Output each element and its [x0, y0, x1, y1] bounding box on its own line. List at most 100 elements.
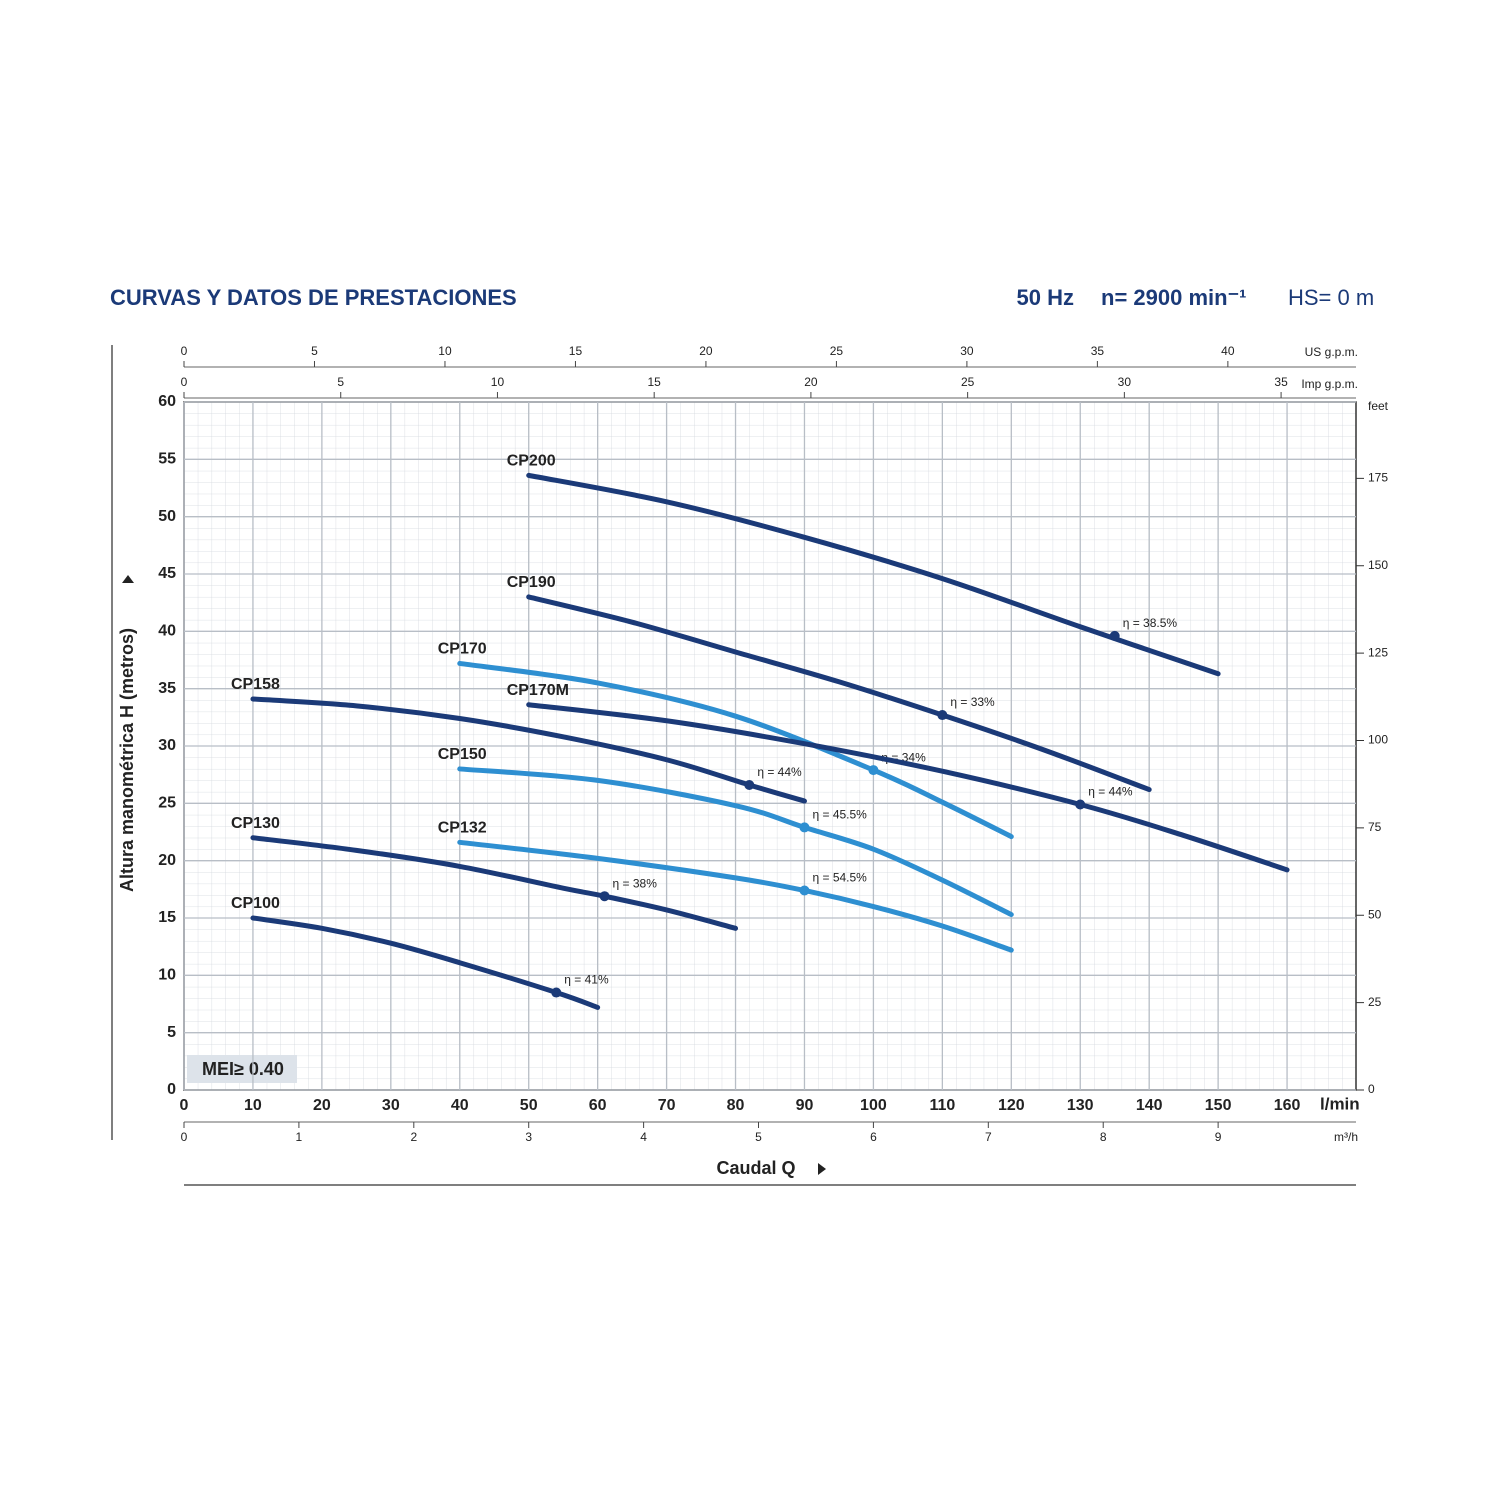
x2-tick-label: 3	[525, 1130, 532, 1144]
x-top-imp-tick-label: 15	[647, 375, 661, 389]
x-tick-label: 30	[382, 1097, 400, 1114]
x-tick-label: 10	[244, 1097, 262, 1114]
efficiency-label: η = 44%	[757, 765, 802, 779]
x-tick-label: 150	[1205, 1097, 1232, 1114]
pump-curve	[250, 835, 739, 931]
y2-tick-label: 50	[1368, 907, 1382, 921]
curve-label: CP100	[231, 895, 280, 912]
suction-head: HS= 0 m	[1288, 285, 1374, 310]
x-top-imp-tick-label: 0	[181, 375, 188, 389]
x-tick-label: 120	[998, 1097, 1025, 1114]
y-tick-label: 25	[158, 795, 176, 812]
efficiency-point	[551, 987, 562, 998]
efficiency-point	[599, 891, 610, 902]
y-tick-label: 30	[158, 737, 176, 754]
y-tick-label: 55	[158, 451, 176, 468]
x-top-us-tick-label: 5	[311, 344, 318, 358]
x-top-us-tick-label: 15	[569, 344, 583, 358]
x2-tick-label: 4	[640, 1130, 647, 1144]
curve-label: CP132	[438, 820, 487, 837]
x-tick-label: 110	[929, 1097, 955, 1114]
x-top-imp-tick-label: 5	[337, 375, 344, 389]
x-top-imp-tick-label: 30	[1118, 375, 1132, 389]
y-tick-label: 15	[158, 909, 176, 926]
x-top-us-tick-label: 35	[1091, 344, 1105, 358]
x-top-us-tick-label: 25	[830, 344, 844, 358]
x-unit: l/min	[1320, 1094, 1360, 1113]
y2-tick-label: 0	[1368, 1082, 1375, 1096]
x2-tick-label: 7	[985, 1130, 992, 1144]
efficiency-label: η = 41%	[564, 973, 609, 987]
x2-tick-label: 8	[1100, 1130, 1107, 1144]
x2-tick-label: 6	[870, 1130, 877, 1144]
x-tick-label: 90	[796, 1097, 814, 1114]
pump-curve	[250, 696, 807, 804]
efficiency-label: η = 38.5%	[1123, 616, 1178, 630]
x2-tick-label: 2	[410, 1130, 417, 1144]
efficiency-point	[799, 885, 810, 896]
y-axis-title: Altura manométrica H (metros)	[117, 628, 137, 892]
x-top-us-tick-label: 40	[1221, 344, 1235, 358]
x-top-unit: US g.p.m.	[1305, 345, 1358, 359]
curve-label: CP130	[231, 815, 280, 832]
x-tick-label: 40	[451, 1097, 469, 1114]
y2-tick-label: 175	[1368, 471, 1388, 485]
x-axis-title: Caudal Q	[716, 1158, 795, 1178]
badge-box	[187, 1055, 297, 1083]
y2-tick-label: 150	[1368, 558, 1388, 572]
x-top-imp-tick-label: 20	[804, 375, 818, 389]
x2-tick-label: 9	[1215, 1130, 1222, 1144]
x-top-us-tick-label: 20	[699, 344, 713, 358]
curve-label: CP170	[438, 641, 487, 658]
x-top-imp-tick-label: 10	[491, 375, 505, 389]
y-tick-label: 60	[158, 393, 176, 410]
pump-curve	[457, 839, 1014, 953]
y2-tick-label: 75	[1368, 820, 1382, 834]
y-tick-label: 50	[158, 508, 176, 525]
y2-unit: feet	[1368, 399, 1389, 413]
x-top-imp-tick-label: 35	[1274, 375, 1288, 389]
x2-tick-label: 0	[181, 1130, 188, 1144]
x-top-us-tick-label: 0	[181, 344, 188, 358]
x2-unit: m³/h	[1334, 1130, 1358, 1144]
y-tick-label: 5	[167, 1024, 176, 1041]
efficiency-label: η = 33%	[950, 695, 995, 709]
efficiency-point	[937, 710, 948, 721]
x-tick-label: 130	[1067, 1097, 1094, 1114]
y-tick-label: 40	[158, 623, 176, 640]
y-tick-label: 20	[158, 852, 176, 869]
curve-label: CP150	[438, 746, 487, 763]
x-tick-label: 140	[1136, 1097, 1163, 1114]
efficiency-point	[799, 822, 810, 833]
x-tick-label: 20	[313, 1097, 331, 1114]
y2-tick-label: 100	[1368, 733, 1388, 747]
efficiency-point	[868, 765, 879, 776]
x-tick-label: 60	[589, 1097, 607, 1114]
curve-label: CP200	[507, 453, 556, 470]
y2-tick-label: 25	[1368, 995, 1382, 1009]
efficiency-point	[1075, 799, 1086, 810]
efficiency-label: η = 44%	[1088, 785, 1133, 799]
efficiency-label: η = 54.5%	[812, 871, 867, 885]
speed: n= 2900 min⁻¹	[1101, 285, 1247, 310]
pump-curve	[526, 594, 1152, 793]
x-top-us-tick-label: 10	[438, 344, 452, 358]
curve-label: CP158	[231, 676, 280, 693]
y-tick-label: 10	[158, 967, 176, 984]
y-tick-label: 45	[158, 565, 176, 582]
pump-curve	[457, 660, 1014, 840]
x-tick-label: 160	[1274, 1097, 1301, 1114]
efficiency-point	[744, 779, 755, 790]
arrow	[122, 575, 134, 583]
frequency: 50 Hz	[1017, 285, 1074, 310]
y-tick-label: 0	[167, 1081, 176, 1098]
x2-tick-label: 1	[296, 1130, 303, 1144]
efficiency-point	[1109, 630, 1120, 641]
chart-title: CURVAS Y DATOS DE PRESTACIONES	[110, 285, 517, 310]
x-tick-label: 50	[520, 1097, 538, 1114]
x2-tick-label: 5	[755, 1130, 762, 1144]
curve-label: CP190	[507, 574, 556, 591]
x-tick-label: 80	[727, 1097, 745, 1114]
x-tick-label: 100	[860, 1097, 887, 1114]
